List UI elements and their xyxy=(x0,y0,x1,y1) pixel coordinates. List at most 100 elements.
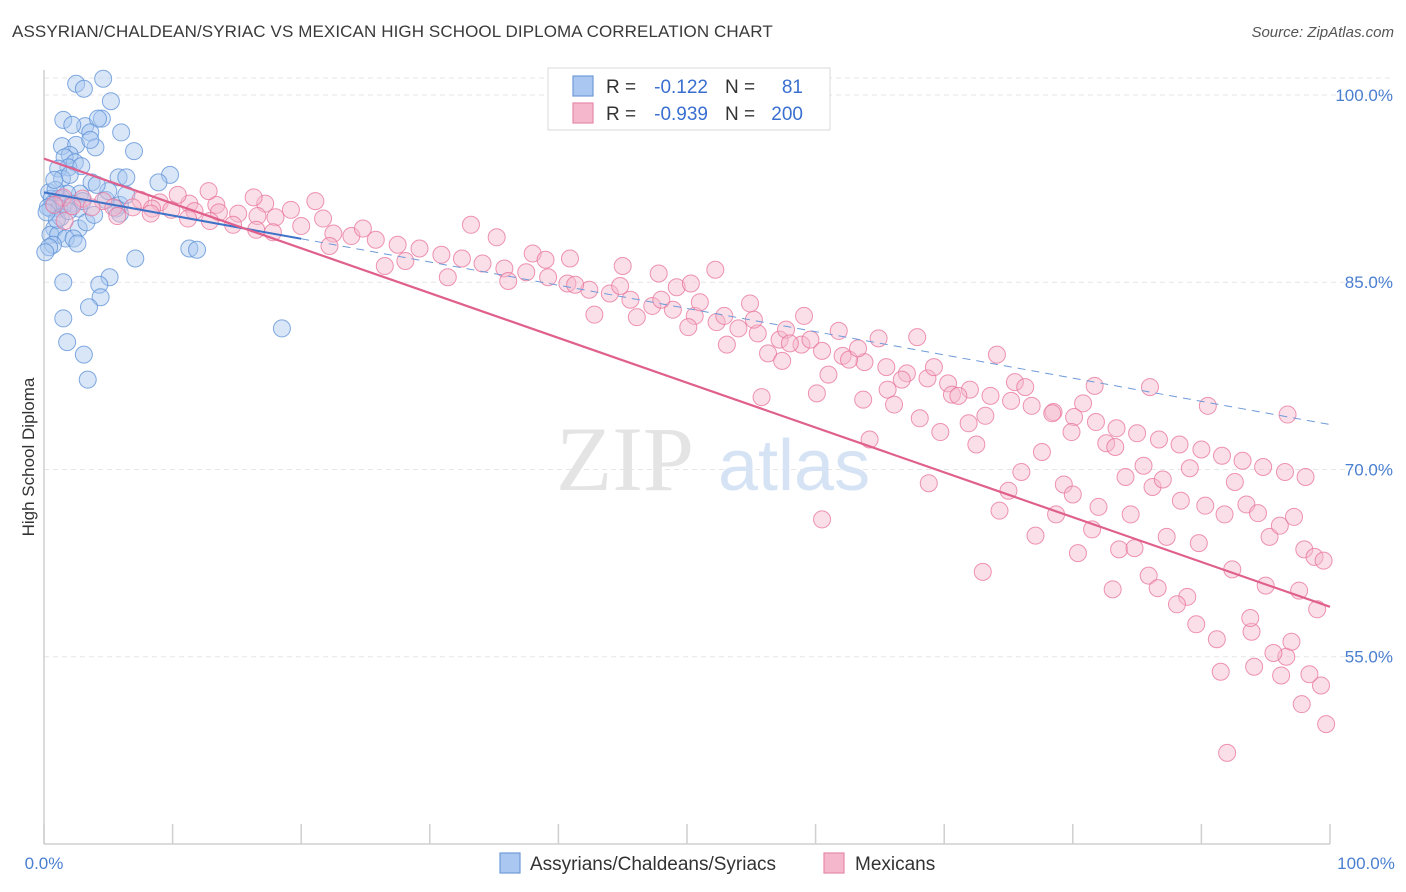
mexican-point xyxy=(1272,666,1291,685)
mexican-point xyxy=(1149,430,1168,449)
assyrian-point xyxy=(74,79,93,98)
trendline-mexicans xyxy=(43,157,1331,608)
mexican-point xyxy=(55,212,74,231)
mexican-point xyxy=(1196,496,1215,515)
mexican-point xyxy=(1063,485,1082,504)
mexican-point xyxy=(715,306,734,325)
mexican-point xyxy=(244,188,263,207)
legend-n-value-1: 81 xyxy=(782,77,803,98)
mexican-point xyxy=(931,423,950,442)
mexican-point xyxy=(487,228,506,247)
mexican-point xyxy=(1256,576,1275,595)
mexican-point xyxy=(706,260,725,279)
mexican-point xyxy=(773,351,792,370)
mexican-point xyxy=(1170,435,1189,454)
mexican-point xyxy=(438,268,457,287)
mexican-point xyxy=(685,306,704,325)
mexican-point xyxy=(885,395,904,414)
legend-n-label-1: N = xyxy=(725,77,755,98)
mexican-point xyxy=(536,250,555,269)
mexican-point xyxy=(748,324,767,343)
mexican-point xyxy=(1260,527,1279,546)
mexican-point xyxy=(1314,551,1333,570)
mexican-point xyxy=(877,358,896,377)
mexican-point xyxy=(1295,540,1314,559)
mexican-point xyxy=(1245,657,1264,676)
mexican-point xyxy=(82,198,101,217)
mexican-point xyxy=(410,239,429,258)
mexican-point xyxy=(1002,391,1021,410)
mexican-point xyxy=(777,320,796,339)
mexican-point xyxy=(1211,662,1230,681)
mexican-point xyxy=(1026,526,1045,545)
mexican-point xyxy=(353,219,372,238)
mexican-point xyxy=(1143,477,1162,496)
assyrian-point xyxy=(91,288,110,307)
mexican-point xyxy=(566,275,585,294)
series-legend-swatch-pink xyxy=(823,852,845,874)
mexican-point xyxy=(1189,534,1208,553)
mexican-point xyxy=(1207,630,1226,649)
assyrian-point xyxy=(85,205,104,224)
mexican-point xyxy=(600,284,619,303)
assyrian-point xyxy=(81,130,100,149)
mexican-point xyxy=(1012,462,1031,481)
gridlines xyxy=(44,77,1394,658)
mexican-point xyxy=(396,252,415,271)
mexican-point xyxy=(741,294,760,313)
mexican-point xyxy=(1187,615,1206,634)
y-tick-labels: 100.0% 85.0% 70.0% 55.0% xyxy=(1335,86,1393,667)
mexican-point xyxy=(560,249,579,268)
mexican-point xyxy=(1062,423,1081,442)
mexican-point xyxy=(919,474,938,493)
mexican-point xyxy=(910,409,929,428)
mexican-point xyxy=(1192,440,1211,459)
legend-r-value-1: -0.122 xyxy=(654,77,708,98)
mexican-point xyxy=(829,321,848,340)
mexican-point xyxy=(199,182,218,201)
mexican-point xyxy=(813,510,832,529)
assyrian-point xyxy=(54,273,73,292)
mexican-point xyxy=(780,334,799,353)
legend-r-label-2: R = xyxy=(606,104,636,125)
mexican-point xyxy=(819,365,838,384)
mexican-point xyxy=(849,339,868,358)
mexican-point xyxy=(1044,403,1063,422)
mexican-point xyxy=(1198,396,1217,415)
series-legend-label-blue: Assyrians/Chaldeans/Syriacs xyxy=(530,854,776,875)
assyrian-point xyxy=(80,298,99,317)
mexican-point xyxy=(942,385,961,404)
mexican-point xyxy=(813,341,832,360)
mexican-point xyxy=(807,384,826,403)
mexican-point xyxy=(517,263,536,282)
mexican-point xyxy=(1242,622,1261,641)
mexican-point xyxy=(1107,419,1126,438)
mexican-point xyxy=(667,278,686,297)
mexican-point xyxy=(1241,609,1260,628)
mexican-point xyxy=(1153,470,1172,489)
assyrian-point xyxy=(272,319,291,338)
mexican-point xyxy=(1254,457,1273,476)
mexican-point xyxy=(1248,504,1267,523)
mexican-point xyxy=(967,435,986,454)
mexican-point xyxy=(1116,467,1135,486)
mexican-point xyxy=(681,274,700,293)
mexican-point xyxy=(1233,451,1252,470)
assyrian-point xyxy=(54,110,73,129)
mexican-point xyxy=(1171,491,1190,510)
series-legend: Assyrians/Chaldeans/Syriacs Mexicans xyxy=(499,852,935,875)
mexican-point xyxy=(45,195,64,214)
mexican-point xyxy=(627,308,646,327)
assyrian-point xyxy=(68,234,87,253)
mexican-point xyxy=(1225,472,1244,491)
legend-n-value-2: 200 xyxy=(771,104,803,125)
mexican-point xyxy=(1022,396,1041,415)
mexican-point xyxy=(939,374,958,393)
chart-title: ASSYRIAN/CHALDEAN/SYRIAC VS MEXICAN HIGH… xyxy=(12,22,773,41)
mexican-point xyxy=(717,335,736,354)
assyrian-point xyxy=(78,370,97,389)
mexican-point xyxy=(1278,405,1297,424)
mexican-point xyxy=(1134,456,1153,475)
mexican-point xyxy=(306,192,325,211)
